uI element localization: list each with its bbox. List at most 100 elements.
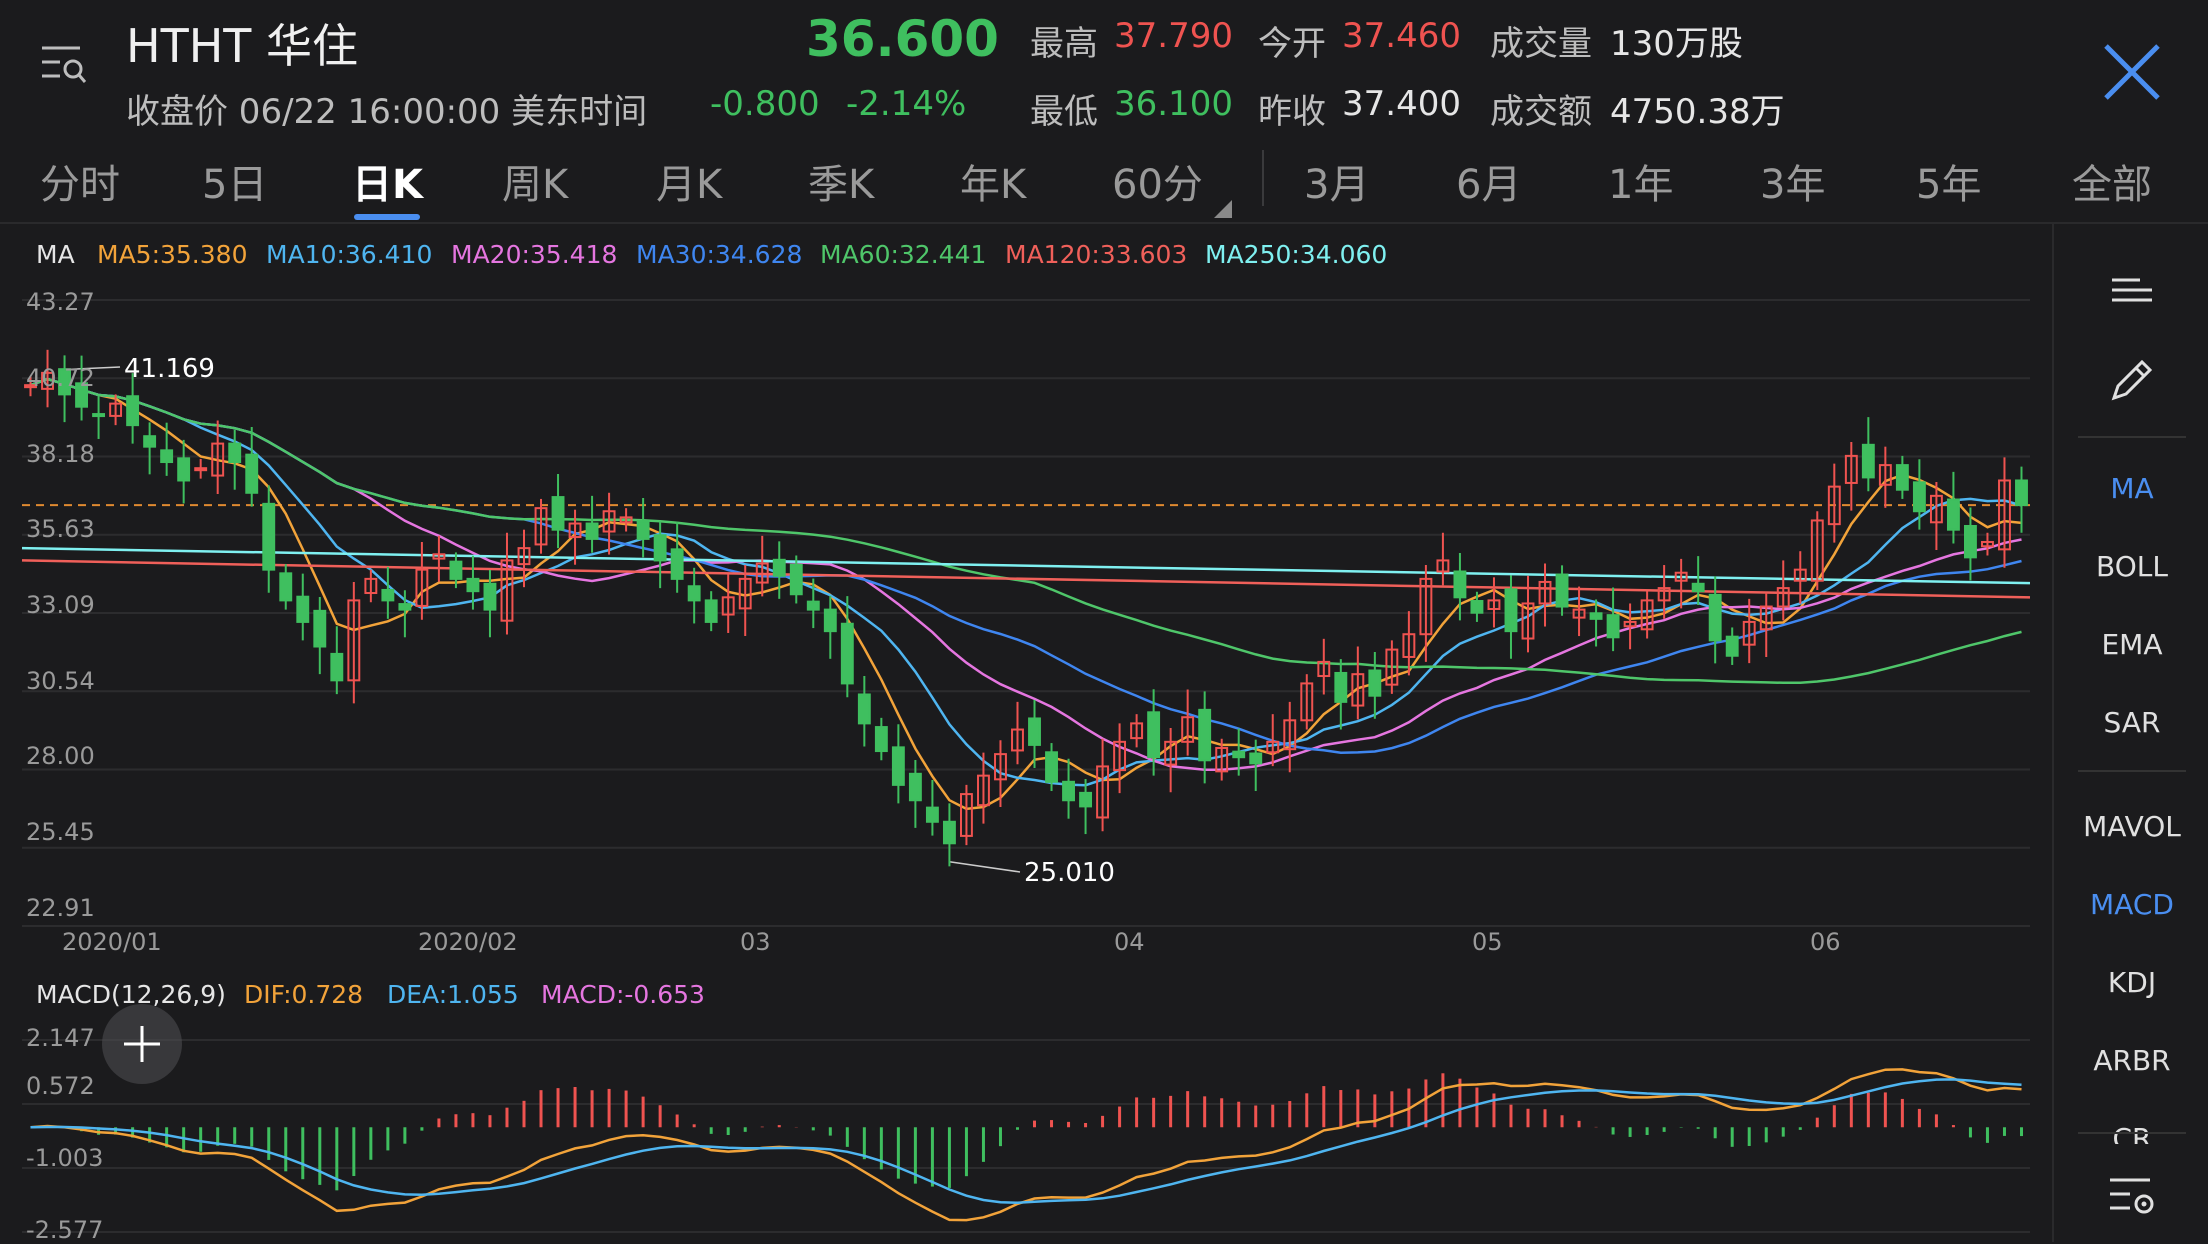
candle-body	[1793, 568, 1807, 582]
candle-body	[1300, 682, 1314, 722]
prev-close-value: 37.400	[1342, 84, 1461, 124]
candle-body	[806, 600, 820, 611]
candle-body	[857, 693, 871, 725]
candle-body	[653, 534, 667, 562]
candle-body	[1283, 719, 1297, 751]
high-value: 37.790	[1114, 16, 1233, 56]
candle-body	[313, 609, 327, 648]
sidebar-item-kdj[interactable]: KDJ	[2107, 966, 2157, 999]
candle-body	[1521, 602, 1535, 640]
candle-body	[1691, 582, 1705, 593]
tab-1year[interactable]: 1年	[1608, 162, 1674, 208]
candle-body	[1998, 479, 2011, 551]
candle-body	[1470, 600, 1484, 614]
candle-body	[194, 467, 208, 472]
sidebar-item-mavol[interactable]: MAVOL	[2083, 810, 2181, 843]
draw-pencil-icon[interactable]	[2100, 348, 2164, 412]
ma-line-20	[30, 377, 2022, 772]
sidebar-item-sar[interactable]: SAR	[2103, 706, 2161, 739]
close-icon[interactable]	[2100, 40, 2164, 104]
ma-line-10	[30, 377, 2022, 787]
candle-body	[41, 371, 54, 390]
close-time-label: 收盘价 06/22 16:00:00 美东时间	[126, 92, 648, 132]
sidebar-divider	[2078, 770, 2186, 772]
tab-6month[interactable]: 6月	[1456, 162, 1522, 208]
candle-body	[670, 548, 684, 580]
candle-body	[279, 572, 293, 602]
low-leader-line	[949, 860, 1021, 873]
candle-body	[381, 588, 395, 602]
candle-body	[738, 577, 752, 610]
candle-body	[959, 793, 973, 837]
tab-intraday[interactable]: 分时	[40, 162, 120, 208]
macd-chart[interactable]	[0, 1020, 2050, 1242]
candlestick-chart[interactable]	[0, 280, 2050, 960]
time-tick: 04	[1114, 928, 1145, 956]
time-tick: 2020/01	[62, 928, 162, 956]
dropdown-corner-icon[interactable]	[1214, 200, 1232, 218]
ma20-legend: MA20:35.418	[451, 240, 618, 269]
sidebar-item-macd[interactable]: MACD	[2090, 888, 2174, 921]
candle-body	[1946, 498, 1960, 531]
tab-3month[interactable]: 3月	[1304, 162, 1370, 208]
candle-body	[1929, 494, 1943, 524]
sidebar-item-ma[interactable]: MA	[2110, 472, 2154, 505]
candle-body	[1606, 614, 1620, 639]
dea-line	[30, 1078, 2022, 1204]
add-indicator-button[interactable]	[102, 1004, 182, 1084]
turnover-label: 成交额	[1490, 92, 1592, 132]
tab-weekly-k[interactable]: 周K	[502, 162, 569, 208]
tab-yearly-k[interactable]: 年K	[960, 162, 1027, 208]
indicator-sidebar: MA BOLL EMA SAR MAVOL MACD KDJ ARBR CR	[2052, 224, 2208, 1242]
tab-all[interactable]: 全部	[2072, 162, 2152, 208]
candle-body	[840, 622, 854, 685]
candle-body	[398, 603, 412, 611]
tab-5year[interactable]: 5年	[1916, 162, 1982, 208]
tab-monthly-k[interactable]: 月K	[656, 162, 723, 208]
ma-line-250	[21, 546, 2031, 585]
candle-body	[1878, 464, 1892, 486]
tab-daily-k[interactable]: 日K	[352, 162, 423, 208]
sidebar-item-arbr[interactable]: ARBR	[2093, 1044, 2171, 1077]
candle-body	[602, 510, 616, 533]
candle-body	[245, 453, 259, 494]
indicator-settings-icon[interactable]	[2100, 1164, 2164, 1228]
candle-body	[1674, 571, 1688, 582]
macd-value-legend: MACD:-0.653	[541, 980, 705, 1009]
sidebar-item-boll[interactable]: BOLL	[2096, 550, 2168, 583]
price-tick: 38.18	[26, 440, 95, 468]
candle-body	[1725, 635, 1739, 657]
candle-body	[1844, 454, 1858, 484]
candle-body	[977, 774, 990, 807]
candle-body	[1130, 722, 1144, 740]
candle-body	[636, 520, 650, 540]
candle-body	[211, 442, 225, 477]
candle-body	[500, 559, 514, 622]
menu-search-icon[interactable]	[40, 42, 88, 90]
tab-60min[interactable]: 60分	[1112, 162, 1203, 208]
align-icon[interactable]	[2100, 260, 2164, 324]
candle-body	[415, 568, 429, 607]
candle-body	[126, 395, 140, 427]
candle-body	[1215, 746, 1229, 773]
candle-body	[432, 553, 446, 560]
candle-body	[1810, 519, 1824, 582]
price-tick: 43.27	[26, 288, 95, 316]
candle-body	[1062, 780, 1075, 802]
candle-body	[1351, 673, 1365, 707]
volume-value: 130万股	[1610, 24, 1743, 64]
candle-body	[228, 442, 242, 464]
candle-body	[1045, 751, 1058, 783]
candle-body	[92, 413, 106, 418]
candle-body	[1861, 443, 1875, 479]
tab-quarterly-k[interactable]: 季K	[808, 162, 875, 208]
candle-body	[1708, 593, 1722, 642]
candle-body	[1147, 711, 1161, 759]
tab-5day[interactable]: 5日	[202, 162, 268, 208]
candle-body	[687, 585, 701, 602]
tab-3year[interactable]: 3年	[1760, 162, 1826, 208]
sidebar-item-ema[interactable]: EMA	[2101, 628, 2163, 661]
time-tick: 06	[1810, 928, 1841, 956]
ma60-legend: MA60:32.441	[820, 240, 987, 269]
price-tick: 35.63	[26, 515, 95, 543]
